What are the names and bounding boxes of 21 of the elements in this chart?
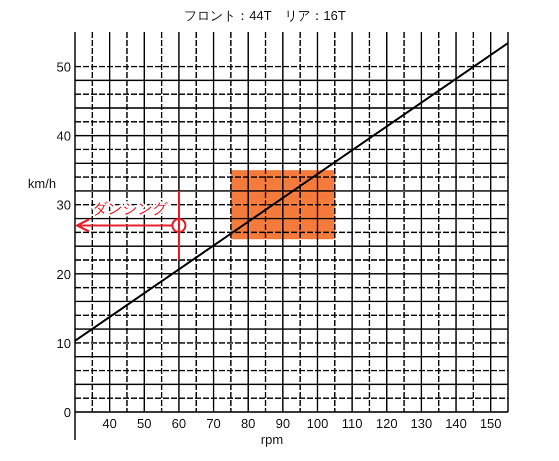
- x-tick-label: 130: [410, 416, 432, 431]
- x-tick-label: 140: [445, 416, 467, 431]
- y-tick-label: 20: [56, 266, 71, 282]
- x-tick-label: 40: [102, 416, 117, 431]
- y-tick-label: 50: [56, 60, 71, 75]
- x-tick-label: 50: [137, 416, 152, 431]
- x-tick-label: 150: [480, 416, 502, 431]
- y-tick-label: 0: [64, 405, 71, 420]
- chart-title: フロント：44T リア：16T: [184, 8, 346, 23]
- x-tick-label: 80: [240, 416, 256, 431]
- y-tick-label: 30: [56, 198, 71, 213]
- y-tick-label: 40: [56, 128, 71, 144]
- x-tick-label: 90: [276, 416, 290, 431]
- x-tick-label: 70: [206, 416, 221, 431]
- x-tick-label: 60: [172, 416, 186, 431]
- y-tick-label: 10: [56, 336, 71, 351]
- x-tick-label: 110: [342, 416, 362, 431]
- x-tick-label: 120: [376, 416, 398, 431]
- y-axis-title: km/h: [28, 176, 56, 191]
- x-tick-label: 100: [306, 416, 328, 431]
- x-axis-title: rpm: [260, 432, 284, 447]
